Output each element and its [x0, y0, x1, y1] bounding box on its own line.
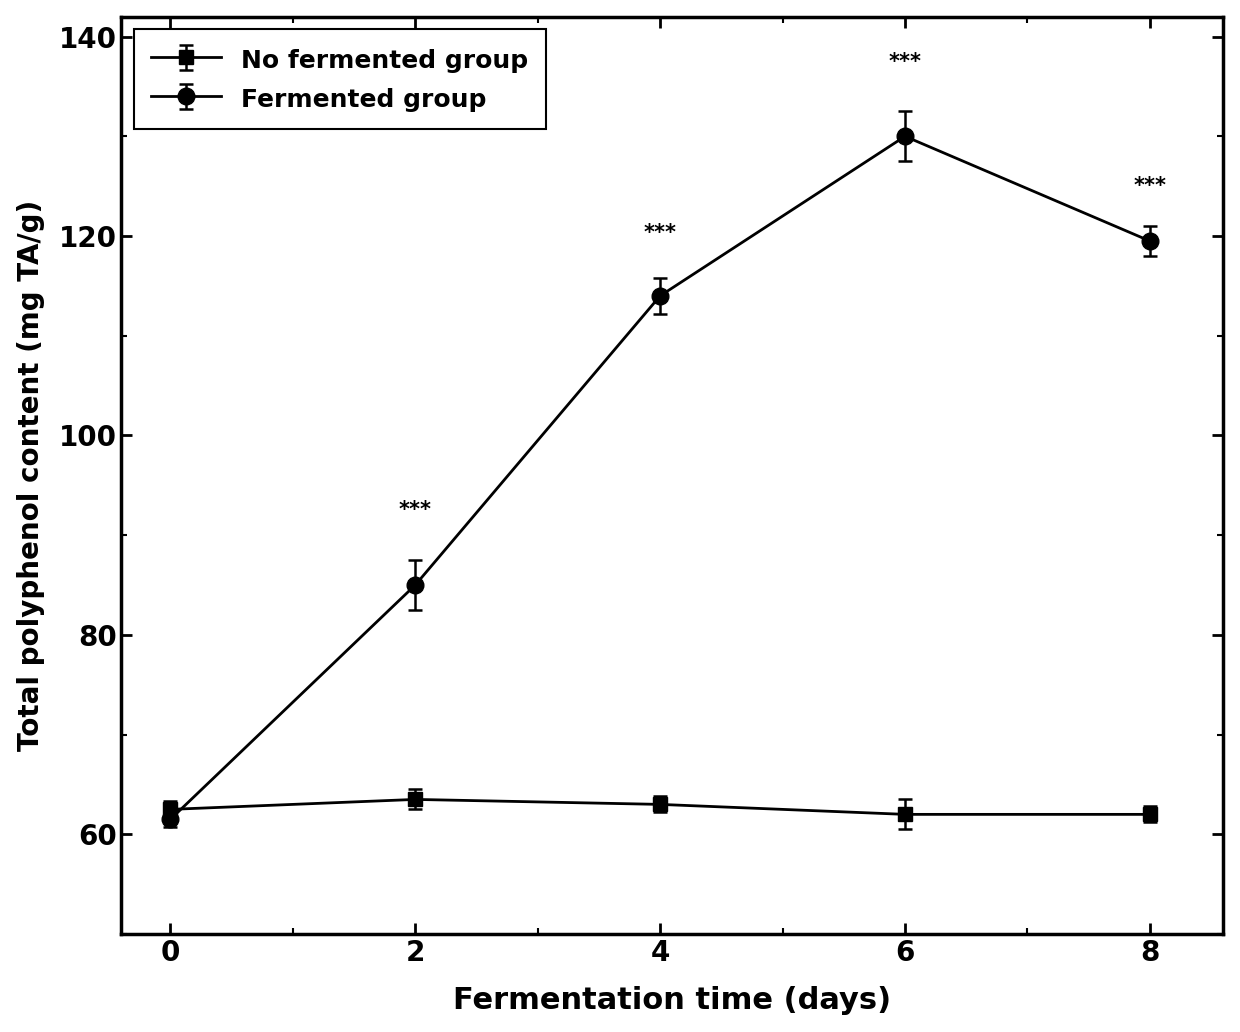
Legend: No fermented group, Fermented group: No fermented group, Fermented group — [134, 29, 546, 129]
Text: ***: *** — [399, 501, 432, 520]
Text: ***: *** — [889, 52, 921, 71]
X-axis label: Fermentation time (days): Fermentation time (days) — [454, 987, 892, 1015]
Y-axis label: Total polyphenol content (mg TA/g): Total polyphenol content (mg TA/g) — [16, 200, 45, 751]
Text: ***: *** — [1133, 176, 1167, 196]
Text: ***: *** — [644, 223, 677, 243]
